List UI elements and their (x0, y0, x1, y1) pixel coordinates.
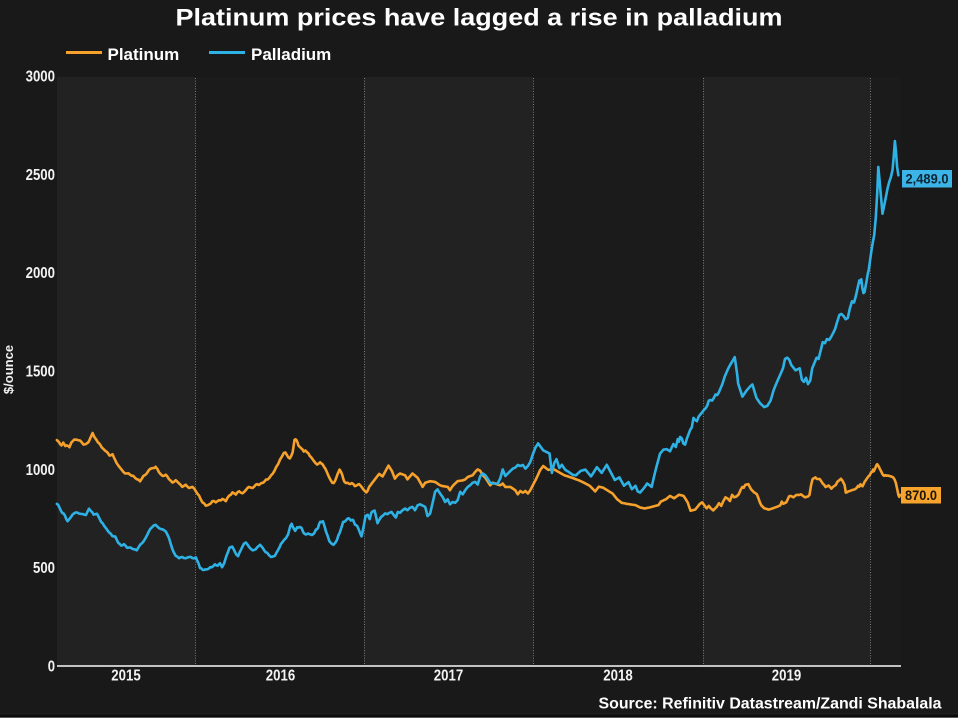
svg-text:2015: 2015 (111, 668, 140, 685)
svg-text:500: 500 (33, 560, 55, 577)
svg-text:870.0: 870.0 (905, 487, 937, 503)
svg-text:Platinum: Platinum (108, 45, 180, 64)
svg-text:2016: 2016 (266, 668, 295, 685)
svg-text:Platinum prices have lagged a: Platinum prices have lagged a rise in pa… (176, 5, 783, 32)
svg-text:2,489.0: 2,489.0 (906, 171, 949, 187)
svg-text:2018: 2018 (603, 668, 632, 685)
svg-text:3000: 3000 (26, 69, 55, 86)
svg-text:$/ounce: $/ounce (1, 345, 16, 394)
svg-text:2000: 2000 (26, 265, 55, 282)
svg-text:Source: Refinitiv Datastream/Z: Source: Refinitiv Datastream/Zandi Shaba… (599, 696, 942, 713)
svg-text:2500: 2500 (26, 167, 55, 184)
svg-text:0: 0 (48, 658, 55, 675)
svg-text:1000: 1000 (26, 462, 55, 479)
svg-text:2017: 2017 (434, 668, 463, 685)
svg-text:2019: 2019 (772, 668, 801, 685)
svg-text:1500: 1500 (26, 364, 55, 381)
svg-text:Palladium: Palladium (251, 45, 331, 64)
